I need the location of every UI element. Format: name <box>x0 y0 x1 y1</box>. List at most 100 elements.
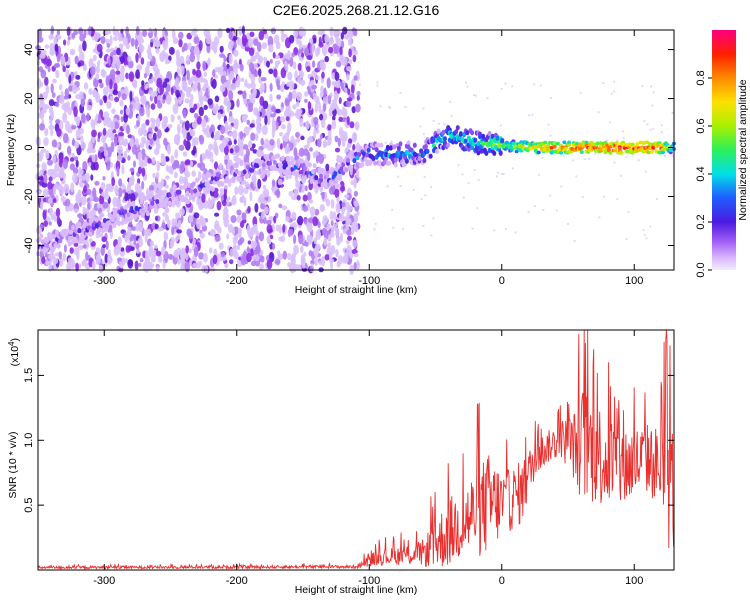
noise-pixel <box>390 140 393 143</box>
noise-pixel <box>258 55 263 64</box>
noise-pixel <box>497 171 500 174</box>
noise-pixel <box>100 70 107 78</box>
noise-pixel <box>147 158 152 164</box>
spectrogram-cell <box>226 178 231 184</box>
noise-pixel <box>193 46 200 56</box>
spectrogram-cell <box>140 212 145 218</box>
noise-pixel <box>51 92 56 98</box>
noise-pixel <box>48 221 52 226</box>
noise-pixel <box>293 244 299 255</box>
noise-pixel <box>50 253 56 259</box>
noise-pixel <box>234 145 240 153</box>
noise-pixel <box>236 244 241 251</box>
noise-pixel <box>67 257 73 263</box>
noise-pixel <box>622 130 624 133</box>
noise-pixel <box>260 137 264 146</box>
noise-pixel <box>264 142 269 149</box>
noise-pixel <box>179 164 185 174</box>
noise-pixel <box>263 56 268 62</box>
noise-pixel <box>312 92 317 100</box>
spectrogram-cell <box>474 146 479 152</box>
noise-pixel <box>308 250 313 257</box>
spectrogram-cell <box>222 169 226 175</box>
noise-pixel <box>276 188 280 199</box>
noise-pixel <box>450 115 453 118</box>
noise-pixel <box>671 154 674 157</box>
noise-pixel <box>314 184 319 194</box>
spectrogram-cell <box>188 194 193 201</box>
noise-pixel <box>625 155 628 158</box>
noise-pixel <box>73 208 79 213</box>
noise-pixel <box>184 120 190 131</box>
noise-pixel <box>373 228 376 231</box>
noise-pixel <box>337 254 343 265</box>
noise-pixel <box>352 54 357 63</box>
noise-pixel <box>379 105 382 108</box>
noise-pixel <box>198 252 205 260</box>
spectrogram-cell <box>536 150 541 155</box>
noise-pixel <box>223 55 227 63</box>
spectrogram-cell <box>45 243 50 249</box>
noise-pixel <box>240 77 245 83</box>
noise-pixel <box>315 47 319 57</box>
spectrogram-cell <box>155 199 160 205</box>
noise-pixel <box>170 114 175 123</box>
noise-pixel <box>122 36 128 46</box>
noise-pixel <box>287 50 291 61</box>
spectrogram-cell <box>265 155 269 161</box>
noise-pixel <box>649 128 652 131</box>
noise-pixel <box>154 72 160 77</box>
noise-pixel <box>179 175 184 185</box>
spectrogram-cell <box>272 159 277 165</box>
spectrogram-cell <box>484 150 489 156</box>
noise-pixel <box>340 130 347 141</box>
spectrogram-cell <box>392 144 397 150</box>
noise-pixel <box>241 218 247 224</box>
noise-pixel <box>199 232 205 239</box>
noise-pixel <box>352 239 358 249</box>
noise-pixel <box>244 79 248 88</box>
noise-pixel <box>279 84 285 92</box>
noise-pixel <box>88 26 92 36</box>
noise-pixel <box>62 65 66 73</box>
noise-pixel <box>269 234 274 240</box>
noise-pixel <box>241 212 247 221</box>
noise-pixel <box>130 175 135 186</box>
noise-pixel <box>321 191 325 200</box>
noise-pixel <box>252 89 257 98</box>
noise-pixel <box>157 99 161 106</box>
noise-pixel <box>237 90 244 95</box>
spectrogram-cell <box>319 173 323 179</box>
noise-pixel <box>239 63 244 72</box>
noise-pixel <box>69 157 75 162</box>
noise-pixel <box>269 138 275 146</box>
noise-pixel <box>41 182 48 188</box>
noise-pixel <box>321 118 326 129</box>
noise-pixel <box>219 144 224 151</box>
noise-pixel <box>227 124 233 131</box>
noise-pixel <box>511 144 514 147</box>
noise-pixel <box>186 69 190 81</box>
noise-pixel <box>164 214 169 222</box>
noise-pixel <box>168 253 174 260</box>
colorbar-axis: 0.0 0.2 0.4 0.6 0.8 <box>695 70 712 278</box>
spectrogram-cell <box>338 175 343 181</box>
noise-pixel <box>277 84 281 91</box>
noise-pixel <box>253 170 258 176</box>
noise-pixel <box>533 205 536 208</box>
noise-pixel <box>99 82 104 89</box>
noise-pixel <box>200 96 203 108</box>
noise-pixel <box>147 78 154 85</box>
noise-pixel <box>351 221 356 229</box>
noise-pixel <box>148 248 152 258</box>
noise-pixel <box>117 257 123 262</box>
noise-pixel <box>293 29 299 38</box>
noise-pixel <box>254 203 259 213</box>
noise-pixel <box>202 60 207 72</box>
noise-pixel <box>261 124 268 136</box>
noise-pixel <box>333 211 337 222</box>
noise-pixel <box>106 146 112 158</box>
spectrogram-cell <box>307 162 312 168</box>
noise-pixel <box>175 236 179 243</box>
